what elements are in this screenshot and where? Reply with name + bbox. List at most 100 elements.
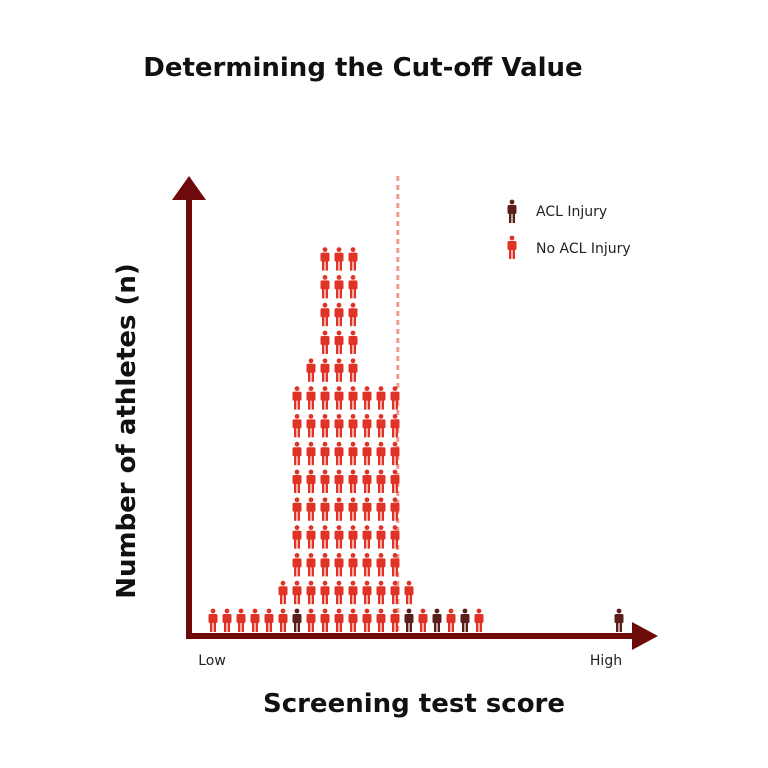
person-icon-no-acl-injury: [306, 608, 316, 632]
person-icon-no-acl-injury: [474, 608, 484, 632]
person-icon-no-acl-injury: [292, 414, 302, 438]
legend-icon-no-acl-injury: [507, 235, 517, 259]
person-icon-no-acl-injury: [362, 497, 372, 521]
person-icon-acl-injury: [460, 608, 470, 632]
person-icon-no-acl-injury: [306, 580, 316, 605]
person-icon-no-acl-injury: [320, 358, 330, 382]
person-icon-no-acl-injury: [334, 497, 344, 521]
person-icon-no-acl-injury: [334, 330, 344, 354]
person-icon-no-acl-injury: [390, 414, 400, 438]
person-icon-no-acl-injury: [362, 386, 372, 410]
person-icon-no-acl-injury: [390, 441, 400, 466]
person-icon-no-acl-injury: [348, 247, 358, 271]
person-icon-no-acl-injury: [376, 441, 386, 466]
pictograph-marks: [208, 247, 624, 632]
person-icon-acl-injury: [292, 608, 302, 632]
legend-icon-acl-injury: [507, 199, 517, 223]
person-icon-no-acl-injury: [278, 608, 288, 632]
person-icon-no-acl-injury: [390, 608, 400, 632]
person-icon-no-acl-injury: [278, 580, 288, 605]
person-icon-no-acl-injury: [446, 608, 456, 632]
person-icon-no-acl-injury: [320, 525, 330, 549]
person-icon-acl-injury: [432, 608, 442, 632]
person-icon-no-acl-injury: [348, 580, 358, 605]
person-icon-no-acl-injury: [362, 580, 372, 605]
person-icon-no-acl-injury: [362, 608, 372, 632]
person-icon-no-acl-injury: [320, 414, 330, 438]
person-icon-no-acl-injury: [390, 580, 400, 605]
person-icon-no-acl-injury: [306, 358, 316, 382]
person-icon: [507, 199, 517, 223]
person-icon-no-acl-injury: [250, 608, 260, 632]
person-icon-no-acl-injury: [320, 330, 330, 354]
person-icon-no-acl-injury: [376, 497, 386, 521]
person-icon-no-acl-injury: [320, 386, 330, 410]
chart-title: Determining the Cut-off Value: [143, 53, 582, 83]
person-icon-no-acl-injury: [348, 275, 358, 299]
person-icon-no-acl-injury: [292, 386, 302, 410]
person-icon-no-acl-injury: [376, 414, 386, 438]
person-icon-acl-injury: [404, 608, 414, 632]
person-icon-no-acl-injury: [222, 608, 232, 632]
person-icon-no-acl-injury: [334, 302, 344, 327]
axes: [172, 176, 658, 650]
person-icon-no-acl-injury: [390, 525, 400, 549]
person-icon-no-acl-injury: [348, 441, 358, 466]
x-axis-label: Screening test score: [263, 689, 565, 719]
person-icon-no-acl-injury: [334, 469, 344, 493]
person-icon-no-acl-injury: [306, 497, 316, 521]
person-icon-no-acl-injury: [376, 469, 386, 493]
person-icon-no-acl-injury: [334, 553, 344, 577]
person-icon-no-acl-injury: [362, 414, 372, 438]
person-icon-no-acl-injury: [376, 386, 386, 410]
person-icon-no-acl-injury: [208, 608, 218, 632]
person-icon-no-acl-injury: [306, 553, 316, 577]
person-icon-no-acl-injury: [236, 608, 246, 632]
legend: ACL Injury No ACL Injury: [507, 199, 631, 259]
person-icon-no-acl-injury: [334, 608, 344, 632]
person-icon-no-acl-injury: [348, 358, 358, 382]
person-icon-no-acl-injury: [320, 469, 330, 493]
x-tick-high: High: [590, 653, 622, 669]
person-icon-no-acl-injury: [334, 441, 344, 466]
person-icon-no-acl-injury: [306, 525, 316, 549]
person-icon-no-acl-injury: [320, 302, 330, 327]
x-axis-arrow: [632, 622, 658, 650]
person-icon-no-acl-injury: [348, 302, 358, 327]
person-icon-no-acl-injury: [334, 580, 344, 605]
person-icon-no-acl-injury: [390, 553, 400, 577]
person-icon-no-acl-injury: [376, 580, 386, 605]
person-icon-no-acl-injury: [404, 580, 414, 605]
person-icon-no-acl-injury: [362, 441, 372, 466]
x-tick-low: Low: [198, 653, 226, 669]
person-icon-no-acl-injury: [320, 580, 330, 605]
person-icon-no-acl-injury: [292, 580, 302, 605]
person-icon-no-acl-injury: [334, 525, 344, 549]
person-icon-no-acl-injury: [362, 469, 372, 493]
person-icon-no-acl-injury: [306, 469, 316, 493]
y-axis-label: Number of athletes (n): [112, 263, 142, 599]
legend-label-no-acl-injury: No ACL Injury: [536, 241, 631, 257]
person-icon-no-acl-injury: [264, 608, 274, 632]
person-icon-no-acl-injury: [334, 247, 344, 271]
person-icon-no-acl-injury: [292, 525, 302, 549]
person-icon-no-acl-injury: [348, 525, 358, 549]
person-icon-no-acl-injury: [376, 608, 386, 632]
person-icon-no-acl-injury: [348, 330, 358, 354]
person-icon-no-acl-injury: [348, 469, 358, 493]
person-icon-no-acl-injury: [320, 247, 330, 271]
person-icon-no-acl-injury: [348, 608, 358, 632]
person-icon-acl-injury: [614, 608, 624, 632]
person-icon-no-acl-injury: [306, 441, 316, 466]
person-icon-no-acl-injury: [292, 497, 302, 521]
person-icon-no-acl-injury: [320, 441, 330, 466]
person-icon-no-acl-injury: [418, 608, 428, 632]
person-icon-no-acl-injury: [334, 386, 344, 410]
person-icon-no-acl-injury: [390, 497, 400, 521]
person-icon-no-acl-injury: [348, 414, 358, 438]
legend-label-acl-injury: ACL Injury: [536, 204, 607, 220]
person-icon-no-acl-injury: [334, 358, 344, 382]
person-icon-no-acl-injury: [390, 469, 400, 493]
person-icon-no-acl-injury: [390, 386, 400, 410]
person-icon-no-acl-injury: [376, 553, 386, 577]
